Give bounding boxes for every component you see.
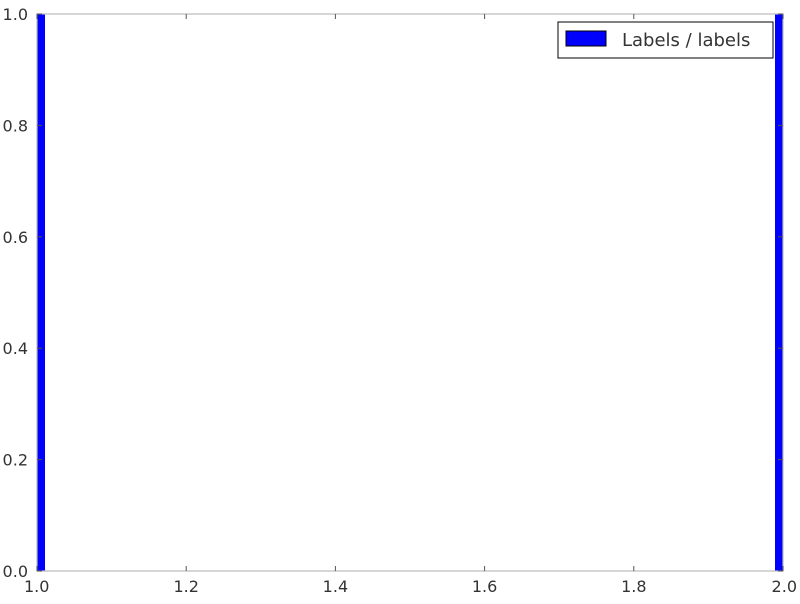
x-tick-labels: 1.0 1.2 1.4 1.6 1.8 2.0 <box>24 577 797 596</box>
bar-0-0 <box>37 14 45 571</box>
y-tick-label-3: 0.6 <box>3 228 28 247</box>
bars-group <box>37 14 783 571</box>
plot-frame <box>36 13 784 572</box>
x-tick-label-5: 2.0 <box>772 577 797 596</box>
x-tick-label-4: 1.8 <box>621 577 646 596</box>
legend-swatch <box>565 30 607 47</box>
x-tick-label-3: 1.6 <box>472 577 497 596</box>
ticks-group <box>36 13 784 572</box>
legend: Labels / labels <box>557 21 774 59</box>
y-tick-label-5: 1.0 <box>3 5 28 24</box>
y-tick-label-2: 0.4 <box>3 339 28 358</box>
y-tick-label-4: 0.8 <box>3 116 28 135</box>
y-tick-label-0: 0.0 <box>3 562 28 581</box>
x-tick-label-1: 1.2 <box>173 577 198 596</box>
y-tick-label-1: 0.2 <box>3 451 28 470</box>
y-tick-labels: 0.0 0.2 0.4 0.6 0.8 1.0 <box>3 5 28 581</box>
x-tick-label-2: 1.4 <box>323 577 348 596</box>
legend-label: Labels / labels <box>622 30 750 51</box>
x-tick-label-0: 1.0 <box>24 577 49 596</box>
bar-0-1 <box>775 14 783 571</box>
